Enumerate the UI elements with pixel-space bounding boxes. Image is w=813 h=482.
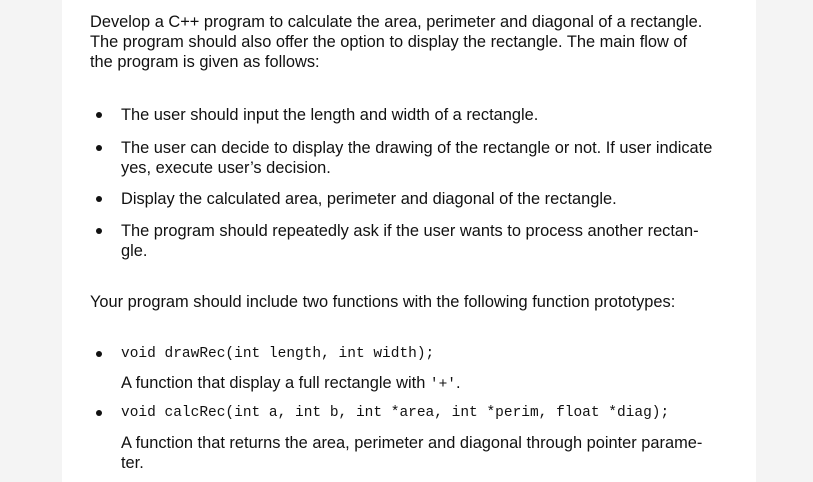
description-text: . [455,374,461,392]
intro-line: The program should also offer the option… [90,33,688,51]
function-prototype: void calcRec(int a, int b, int *area, in… [121,405,670,421]
step-line: gle. [121,242,148,260]
bullet [96,145,102,151]
description-text: A function that display a full rectangle… [121,374,430,392]
bullet [96,228,102,234]
function-description: ter. [121,454,144,472]
functions-intro: Your program should include two function… [90,293,676,311]
document-page: Develop a C++ program to calculate the a… [62,0,756,482]
intro-line: Develop a C++ program to calculate the a… [90,13,703,31]
step-line: Display the calculated area, perimeter a… [121,190,617,208]
step-line: The user should input the length and wid… [121,106,539,124]
bullet [96,410,102,416]
function-description: A function that returns the area, perime… [121,434,703,452]
step-line: The user can decide to display the drawi… [121,139,713,157]
function-description: A function that display a full rectangle… [121,373,461,395]
step-line: yes, execute user’s decision. [121,159,331,177]
function-prototype: void drawRec(int length, int width); [121,346,435,362]
description-code: '+' [429,377,456,393]
intro-line: the program is given as follows: [90,53,320,71]
bullet [96,351,102,357]
bullet [96,196,102,202]
bullet [96,112,102,118]
step-line: The program should repeatedly ask if the… [121,222,699,240]
